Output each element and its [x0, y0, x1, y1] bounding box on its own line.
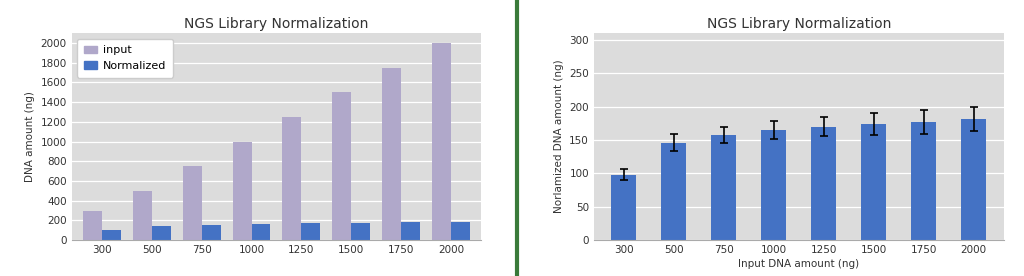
Bar	[911, 122, 936, 240]
Bar	[133, 191, 152, 240]
Legend: input, Normalized: input, Normalized	[77, 39, 173, 78]
Bar	[333, 92, 351, 240]
Bar	[301, 223, 321, 240]
Title: NGS Library Normalization: NGS Library Normalization	[707, 17, 891, 31]
Bar	[283, 117, 301, 240]
Bar	[252, 224, 270, 240]
Bar	[202, 225, 220, 240]
Bar	[351, 223, 371, 240]
Y-axis label: DNA amount (ng): DNA amount (ng)	[25, 91, 35, 182]
Bar	[232, 142, 252, 240]
Bar	[152, 226, 171, 240]
Bar	[712, 135, 736, 240]
Bar	[811, 127, 837, 240]
X-axis label: Input DNA amount (ng): Input DNA amount (ng)	[738, 259, 859, 269]
Bar	[382, 68, 401, 240]
Bar	[101, 230, 121, 240]
Bar	[962, 119, 986, 240]
Bar	[432, 43, 452, 240]
Title: NGS Library Normalization: NGS Library Normalization	[184, 17, 369, 31]
Bar	[182, 166, 202, 240]
Bar	[861, 124, 886, 240]
Bar	[452, 222, 470, 240]
Bar	[662, 143, 686, 240]
Bar	[761, 130, 786, 240]
Bar	[611, 175, 636, 240]
Y-axis label: Norlamized DNA amount (ng): Norlamized DNA amount (ng)	[554, 60, 564, 213]
Bar	[401, 222, 420, 240]
Bar	[83, 211, 101, 240]
